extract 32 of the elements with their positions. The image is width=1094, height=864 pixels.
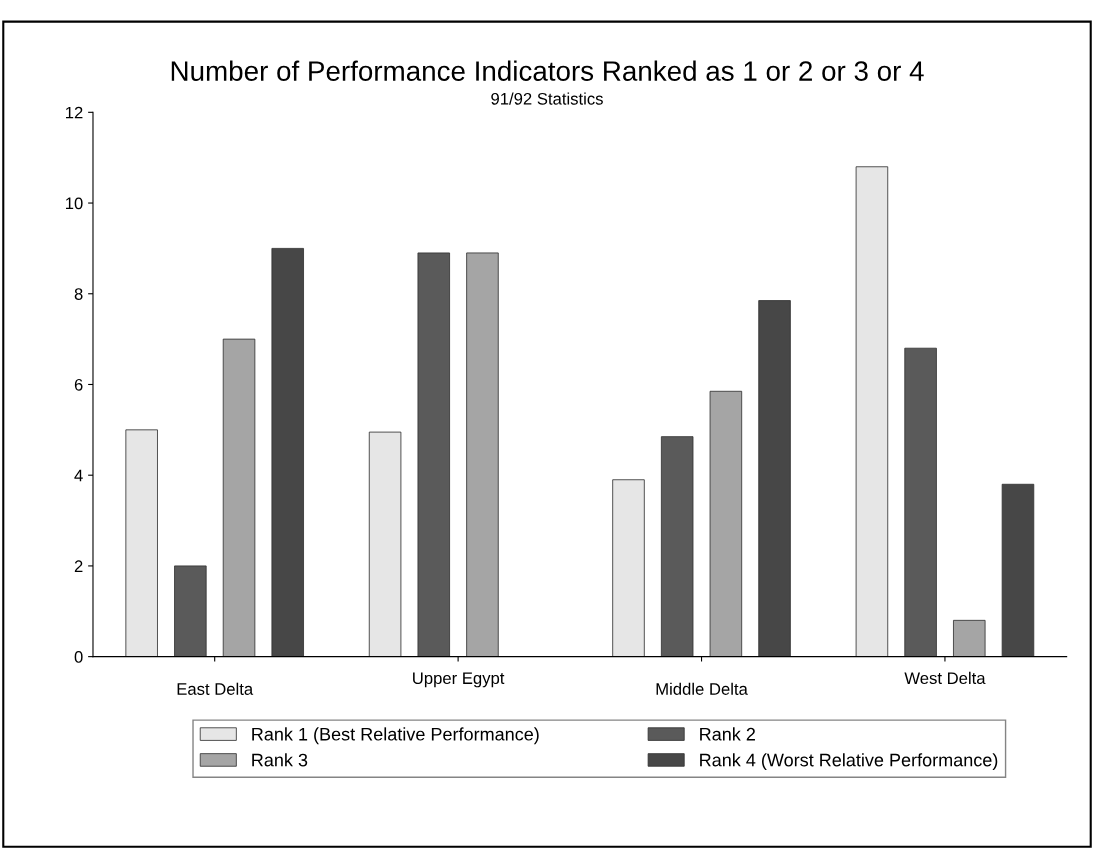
bar [1001, 483, 1035, 657]
bar [466, 252, 499, 657]
bar [904, 347, 937, 657]
y-tick-label: 6 [74, 378, 83, 391]
chart-subtitle: 91/92 Statistics [491, 92, 603, 105]
bar [758, 300, 791, 657]
x-tick-label: East Delta [177, 682, 254, 695]
legend-label: Rank 4 (Worst Relative Performance) [700, 753, 998, 770]
y-tick-label: 2 [74, 560, 83, 572]
legend-label: Rank 1 (Best Relative Performance) [252, 727, 539, 745]
y-tick-label: 10 [66, 197, 83, 210]
chart-title: Number of Performance Indicators Ranked as 1 or 2 or 3 or 4 [171, 60, 924, 81]
bar [709, 390, 743, 657]
x-tick-label: Middle Delta [656, 682, 748, 695]
bar [368, 431, 402, 657]
bar [953, 619, 986, 657]
y-tick-label: 8 [74, 288, 83, 300]
bar [660, 436, 694, 657]
x-tick-label: Upper Egypt [413, 672, 505, 688]
y-tick-label: 4 [74, 469, 83, 482]
bar [174, 565, 207, 657]
bar [855, 166, 889, 657]
bar [612, 479, 645, 657]
legend-label: Rank 2 [700, 727, 755, 741]
bar [222, 338, 256, 657]
bar [271, 247, 304, 657]
bar [417, 252, 451, 657]
bar [125, 429, 158, 657]
y-tick-label: 0 [74, 651, 83, 663]
legend-label: Rank 3 [252, 753, 308, 767]
y-tick-label: 12 [66, 106, 83, 119]
x-tick-label: West Delta [904, 671, 986, 685]
